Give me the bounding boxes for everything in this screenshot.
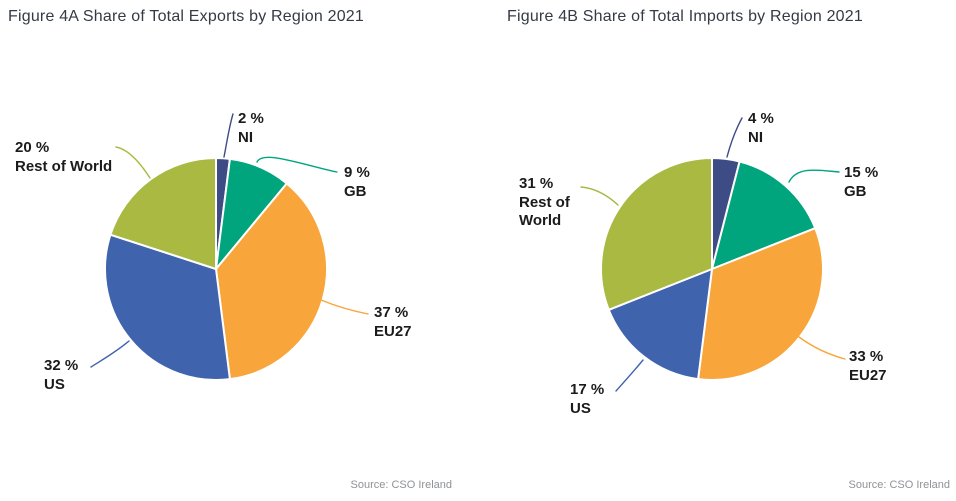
imports-leader-line-gb [788,169,840,183]
exports-label-ni: 2 % NI [238,110,264,146]
imports-label-gb: 15 % GB [844,164,879,200]
imports-leader-line-rest-of-world [580,186,619,206]
imports-label-rest-of-world: 31 % Rest of World [519,175,570,229]
exports-slice-rest-of-world [109,157,217,270]
exports-leader-line-us [90,340,130,368]
exports-leader-line-ni [223,113,234,158]
imports-slice-rest-of-world [600,157,713,311]
imports-slice-us [607,268,713,381]
imports-slice-gb [711,160,817,270]
imports-leader-line-us [615,359,644,392]
imports-leader-line-ni [726,117,743,158]
imports-label-eu27: 33 % EU27 [849,348,887,384]
exports-label-eu27: 37 % EU27 [374,304,412,340]
imports-chart-title: Figure 4B Share of Total Imports by Regi… [507,8,863,25]
exports-leader-line-eu27 [320,299,369,315]
exports-label-gb: 9 % GB [344,164,370,200]
exports-chart-title: Figure 4A Share of Total Exports by Regi… [8,8,364,25]
imports-source-credit: Source: CSO Ireland [848,479,951,491]
imports-label-ni: 4 % NI [748,110,774,146]
imports-label-us: 17 % US [570,381,605,417]
exports-label-us: 32 % US [44,357,79,393]
exports-label-rest-of-world: 20 % Rest of World [15,139,113,175]
exports-source-credit: Source: CSO Ireland [350,479,453,491]
imports-leader-line-eu27 [798,336,846,360]
exports-leader-line-gb [256,156,338,173]
exports-leader-line-rest-of-world [115,146,151,179]
exports-slice-us [104,233,231,381]
